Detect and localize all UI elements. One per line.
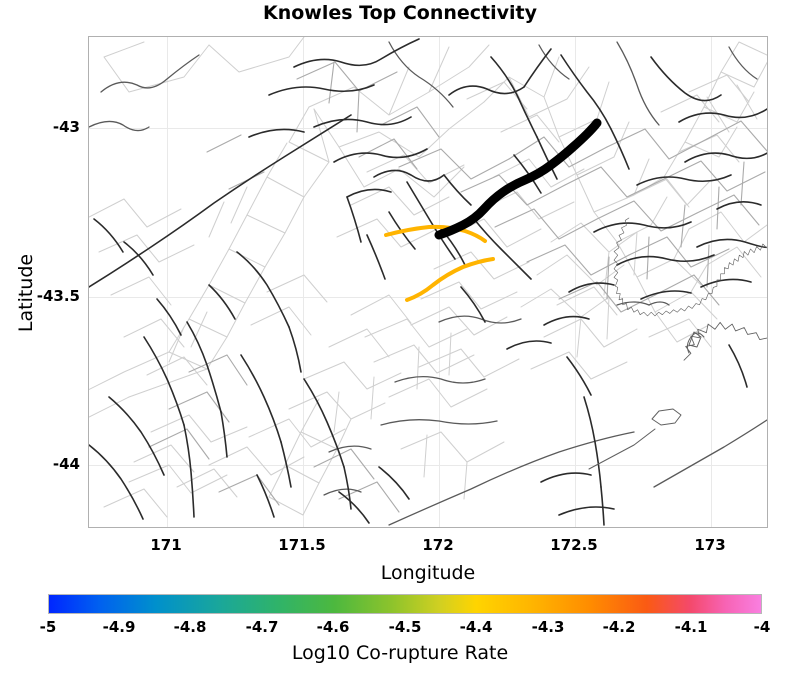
x-axis-label: Longitude — [380, 562, 476, 584]
ytick-label-0: -43 — [52, 118, 80, 136]
fault-traces-dark-grey — [89, 41, 767, 526]
ytick-label-2: -44 — [52, 455, 80, 473]
gridline-y-m43 — [89, 128, 767, 129]
xtick-label-0: 171 — [150, 536, 182, 554]
colorbar-tick-0: -5 — [39, 618, 57, 636]
xtick-label-1: 171.5 — [278, 536, 326, 554]
colorbar-tick-3: -4.7 — [245, 618, 279, 636]
fault-traces-black — [89, 38, 767, 526]
colorbar-gradient — [48, 594, 762, 614]
colorbar-tick-1: -4.9 — [102, 618, 136, 636]
figure-title: Knowles Top Connectivity — [262, 2, 538, 24]
colorbar-tick-10: -4 — [753, 618, 771, 636]
colorbar-tick-6: -4.4 — [459, 618, 493, 636]
colorbar-tick-2: -4.8 — [173, 618, 207, 636]
colorbar-tick-9: -4.1 — [674, 618, 708, 636]
xtick-label-3: 172.5 — [550, 536, 598, 554]
gridline-y-m43p5 — [89, 297, 767, 298]
fault-network-map — [89, 37, 767, 526]
gridline-x-173 — [711, 37, 712, 527]
fault-section-outlines-light — [89, 37, 767, 518]
fault-section-outlines-medium — [148, 61, 767, 513]
colorbar — [48, 594, 762, 614]
xtick-label-4: 173 — [694, 536, 726, 554]
connected-fault-2 — [405, 257, 495, 302]
coastline-banks-peninsula — [588, 217, 767, 470]
colorbar-tick-7: -4.3 — [531, 618, 565, 636]
gridline-x-171 — [167, 37, 168, 527]
colorbar-tick-5: -4.5 — [388, 618, 422, 636]
gridline-y-m44 — [89, 465, 767, 466]
gridline-x-172p5 — [575, 37, 576, 527]
colorbar-tick-4: -4.6 — [316, 618, 350, 636]
source-fault-knowles-top — [434, 118, 602, 240]
colorbar-tick-8: -4.2 — [602, 618, 636, 636]
y-axis-label: Latitude — [15, 253, 37, 333]
colorbar-title: Log10 Co-rupture Rate — [291, 642, 509, 664]
gridline-x-171p5 — [303, 37, 304, 527]
map-plot-area — [88, 36, 768, 528]
xtick-label-2: 172 — [422, 536, 454, 554]
ytick-label-1: -43.5 — [36, 287, 80, 305]
